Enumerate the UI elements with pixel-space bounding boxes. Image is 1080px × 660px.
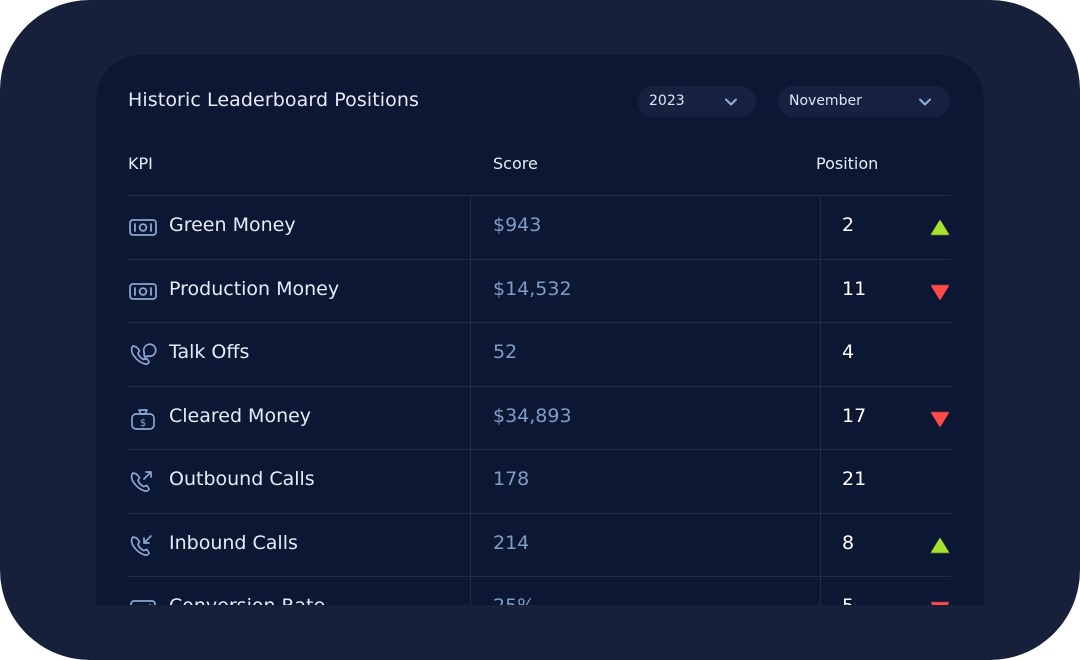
phone-chat-icon xyxy=(130,343,157,365)
score-value: $34,893 xyxy=(493,404,572,427)
kpi-label: Production Money xyxy=(169,277,340,300)
position-value: 5 xyxy=(842,595,854,605)
year-select-value: 2023 xyxy=(649,93,685,109)
position-value: 8 xyxy=(842,531,855,554)
column-divider xyxy=(470,195,471,605)
incoming-call-icon xyxy=(130,534,152,556)
position-value: 2 xyxy=(842,214,855,236)
chevron-down-icon xyxy=(919,98,931,106)
kpi-label: Green Money xyxy=(169,214,296,236)
money-bag-icon: $ xyxy=(131,408,155,430)
kpi-label: Conversion Rate xyxy=(169,595,325,605)
conversion-icon xyxy=(130,600,156,605)
leaderboard-card: Historic Leaderboard Positions 2023 Nove… xyxy=(96,55,984,605)
column-header-position[interactable]: Position xyxy=(816,154,879,173)
score-value: $14,532 xyxy=(493,277,572,300)
table-row[interactable]: Outbound Calls 178 21 xyxy=(128,449,951,512)
row-divider xyxy=(128,258,951,260)
row-divider xyxy=(128,449,951,450)
column-divider xyxy=(820,195,821,605)
trend-down-icon xyxy=(930,601,950,605)
trend-down-icon xyxy=(930,411,950,428)
cash-icon xyxy=(129,219,157,236)
row-divider xyxy=(128,322,951,323)
score-value: 214 xyxy=(493,531,530,554)
svg-text:$: $ xyxy=(140,418,146,429)
score-value: $943 xyxy=(493,214,542,236)
position-value: 17 xyxy=(842,404,867,427)
position-value: 4 xyxy=(842,341,855,363)
table-row[interactable]: Production Money $14,532 11 xyxy=(128,259,951,322)
score-value: 25% xyxy=(493,595,535,605)
chevron-down-icon xyxy=(725,98,737,106)
card-title: Historic Leaderboard Positions xyxy=(128,89,420,111)
row-divider xyxy=(128,512,951,514)
cash-icon xyxy=(129,282,157,300)
position-value: 11 xyxy=(842,277,867,300)
trend-up-icon xyxy=(930,536,950,553)
year-select[interactable]: 2023 xyxy=(638,86,756,117)
column-header-kpi[interactable]: KPI xyxy=(128,154,153,173)
month-select-value: November xyxy=(789,93,862,109)
table-row[interactable]: Talk Offs 52 4 xyxy=(128,322,951,385)
kpi-label: Inbound Calls xyxy=(169,531,298,554)
table-header: KPI Score Position xyxy=(128,154,951,178)
column-header-score[interactable]: Score xyxy=(493,154,538,173)
kpi-label: Talk Offs xyxy=(169,341,250,363)
kpi-label: Cleared Money xyxy=(169,404,312,427)
score-value: 52 xyxy=(493,341,518,363)
table-row[interactable]: $ Cleared Money $34,893 17 xyxy=(128,386,951,449)
trend-down-icon xyxy=(930,284,950,301)
position-value: 21 xyxy=(842,468,867,490)
month-select[interactable]: November xyxy=(778,86,950,117)
table-row[interactable]: Green Money $943 2 xyxy=(128,195,951,258)
score-value: 178 xyxy=(493,468,530,490)
outgoing-call-icon xyxy=(130,471,152,492)
table-row[interactable]: Conversion Rate 25% 5 xyxy=(128,576,951,605)
trend-up-icon xyxy=(930,219,950,236)
row-divider xyxy=(128,195,951,196)
row-divider xyxy=(128,576,951,577)
kpi-label: Outbound Calls xyxy=(169,468,315,490)
table-row[interactable]: Inbound Calls 214 8 xyxy=(128,513,951,576)
row-divider xyxy=(128,385,951,387)
